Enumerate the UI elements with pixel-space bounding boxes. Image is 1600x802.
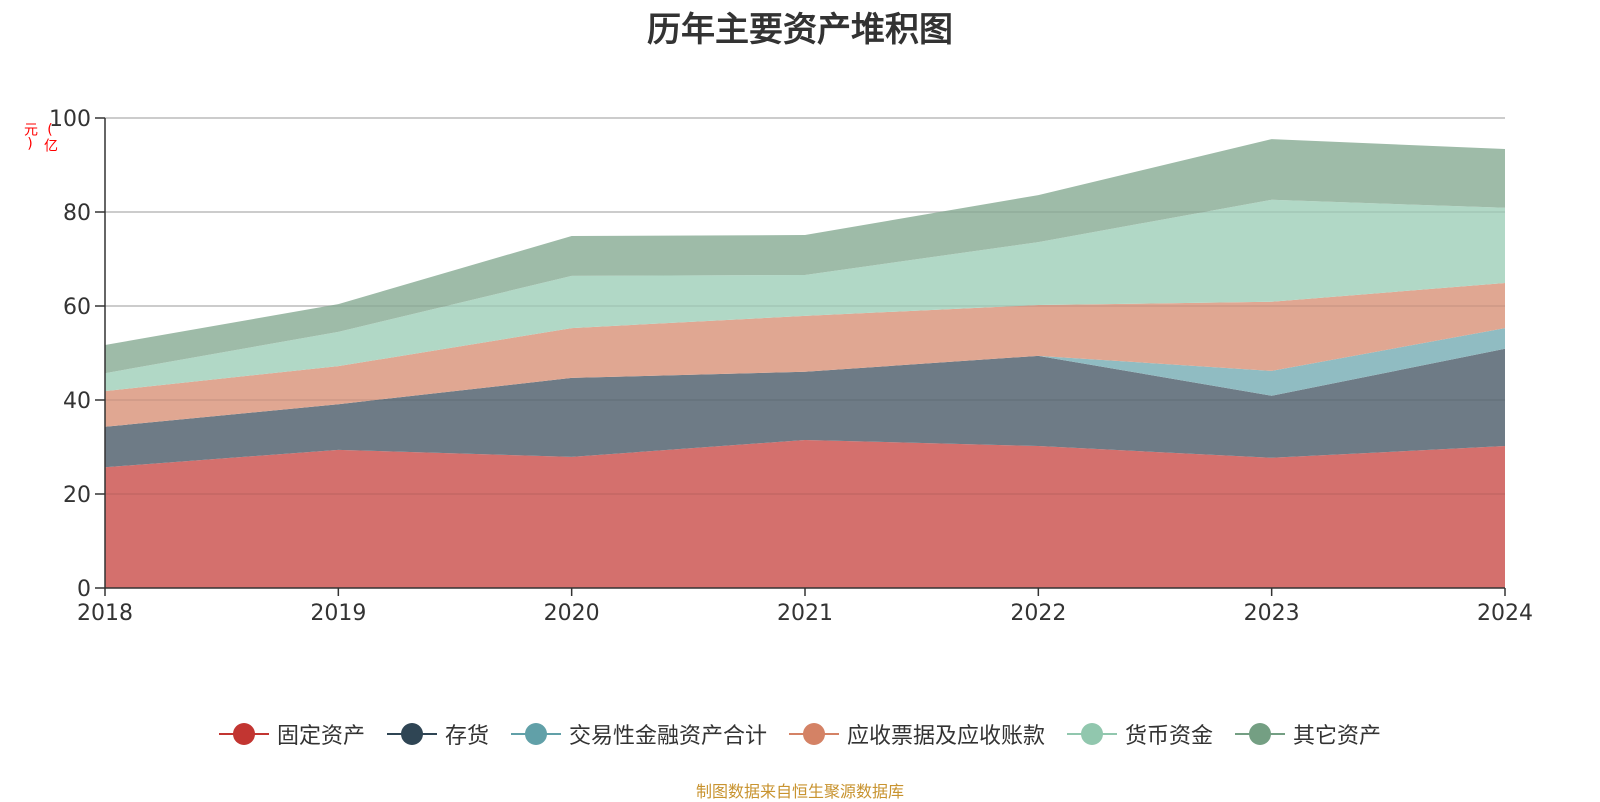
axes: 0 20 40 60 80 100 2018 2019 2020 2021 2022 2023 2024 <box>49 107 1533 626</box>
x-tick-label: 2023 <box>1244 601 1300 626</box>
area-6[interactable] <box>105 139 1505 374</box>
x-tick-label: 2018 <box>77 601 133 626</box>
legend-marker-icon <box>386 722 437 746</box>
area-1[interactable] <box>105 439 1505 588</box>
y-tick-label: 20 <box>63 483 91 508</box>
legend-item-2[interactable]: 存货 <box>386 718 489 750</box>
x-tick-label: 2021 <box>777 601 833 626</box>
legend-label: 交易性金融资产合计 <box>568 724 767 749</box>
y-tick-label: 60 <box>63 295 91 320</box>
chart-title: 历年主要资产堆积图 <box>647 10 953 50</box>
x-tick-label: 2022 <box>1010 601 1066 626</box>
x-tick-label: 2024 <box>1477 601 1533 626</box>
legend-label: 应收票据及应收账款 <box>847 724 1046 749</box>
legend-item-1[interactable]: 固定资产 <box>218 718 365 750</box>
legend-label: 其它资产 <box>1293 724 1382 749</box>
area-3[interactable] <box>105 328 1505 427</box>
legend: 固定资产 存货 交易性金融资产合计 应收票据及应收账款 货币资金 其它资产 <box>0 718 1600 750</box>
y-tick-label: 100 <box>49 107 91 132</box>
area-2[interactable] <box>105 348 1505 468</box>
legend-item-6[interactable]: 其它资产 <box>1235 718 1381 750</box>
x-tick-label: 2019 <box>310 601 366 626</box>
area-5[interactable] <box>105 199 1505 392</box>
area-series <box>105 139 1505 588</box>
y-tick-label: 0 <box>77 577 91 602</box>
legend-item-3[interactable]: 交易性金融资产合计 <box>510 718 767 750</box>
y-axis-unit-label: (亿元) <box>22 122 58 152</box>
legend-label: 存货 <box>444 724 489 749</box>
legend-label: 固定资产 <box>276 724 365 749</box>
legend-marker-icon <box>1235 722 1286 746</box>
legend-marker-icon <box>218 722 269 746</box>
legend-item-5[interactable]: 货币资金 <box>1067 718 1213 750</box>
legend-label: 货币资金 <box>1125 724 1214 749</box>
legend-marker-icon <box>510 722 561 746</box>
legend-marker-icon <box>789 722 839 746</box>
y-tick-label: 40 <box>63 389 91 414</box>
area-4[interactable] <box>105 282 1505 427</box>
source-note: 制图数据来自恒生聚源数据库 <box>695 782 904 801</box>
grid-lines-overlay <box>105 117 1505 495</box>
legend-marker-icon <box>1067 722 1118 746</box>
y-tick-label: 80 <box>63 201 91 226</box>
legend-item-4[interactable]: 应收票据及应收账款 <box>789 718 1045 750</box>
x-tick-label: 2020 <box>544 601 600 626</box>
